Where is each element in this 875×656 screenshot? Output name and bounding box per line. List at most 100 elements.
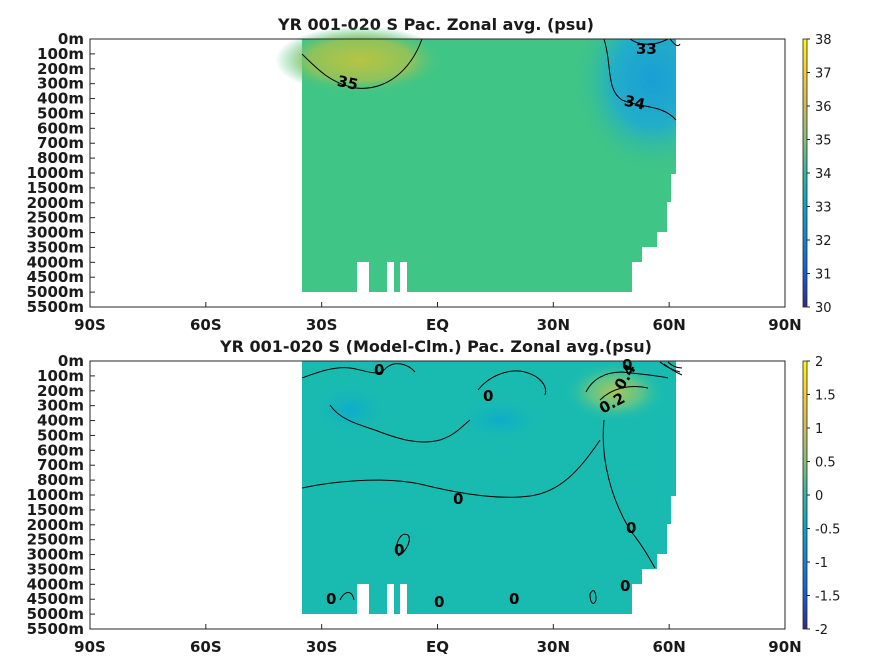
panel-2-seafloor-gap-3: [400, 584, 407, 615]
panel-2-ocean-area: [302, 361, 676, 614]
panel-2-contour-label-5: 0: [626, 519, 636, 537]
panel-2-colorbar-tick-label: -2: [815, 623, 828, 638]
panel-2-colorbar-tick-label: 0.5: [815, 456, 836, 471]
panel-1-y-tick-label: 500m: [37, 104, 84, 122]
panel-1-colorbar-tick-label: 35: [815, 134, 832, 149]
panel-2-colorbar: [802, 360, 808, 630]
panel-2-y-tick-label: 800m: [37, 471, 84, 489]
panel-2-x-tick-label: 60S: [190, 638, 222, 656]
panel-1-field: [275, 26, 676, 293]
panel-1-seafloor-gap-3: [400, 262, 407, 293]
panel-1-colorbar-tick-label: 33: [815, 201, 832, 216]
panel-1-y-tick-label: 0m: [58, 30, 84, 48]
panel-1: YR 001-020 S Pac. Zonal avg. (psu) 35 34…: [27, 15, 832, 334]
panel-2-contour-a: [301, 363, 416, 379]
panel-2-y-tick-label: 400m: [37, 412, 84, 430]
panel-1-y-tick-label: 5500m: [27, 298, 84, 316]
panel-1-y-tick-label: 3000m: [27, 224, 84, 242]
panel-1-y-tick-label: 4000m: [27, 253, 84, 271]
panel-2-colorbar-tick-label: 0: [815, 489, 823, 504]
panel-1-high-salinity-core: [275, 26, 445, 94]
panel-1-y-tick-label: 200m: [37, 60, 84, 78]
panel-2-y-tick-label: 5000m: [27, 605, 84, 623]
panel-2-contour-label-7: 0: [326, 590, 336, 608]
panel-2-contour-b: [329, 404, 471, 443]
panel-2-y-tick-label: 2500m: [27, 531, 84, 549]
panel-2-y-tick-label: 3500m: [27, 560, 84, 578]
panel-2-seafloor-gap-2: [387, 584, 394, 615]
panel-2-contour-m: [339, 592, 355, 601]
panel-2-contour-e: [395, 533, 410, 557]
panel-1-y-tick-label: 100m: [37, 45, 84, 63]
panel-2-colorbar-tick-label: -1: [815, 556, 828, 571]
panel-1-contour-34: [603, 38, 677, 121]
panel-1-contour-label-33: 33: [636, 40, 657, 58]
panel-1-colorbar-tick-label: 37: [815, 67, 832, 82]
panel-2-contour-label-8: 0: [434, 593, 444, 611]
panel-1-colorbar-tick-label: 36: [815, 100, 832, 115]
panel-1-contour-32: [669, 38, 681, 47]
panel-1-colorbar-tick-label: 30: [815, 301, 832, 316]
panel-2-x-tick-label: 60N: [652, 638, 685, 656]
panel-1-x-tick-label: 60N: [652, 316, 685, 334]
panel-2-contour-label-4: 0: [394, 541, 404, 559]
panel-2-contour-label-6: 0: [620, 577, 630, 595]
panel-2-positive-anomaly: [563, 362, 667, 422]
panel-2-y-tick-label: 4500m: [27, 590, 84, 608]
panel-1-seafloor-gap-1: [357, 262, 369, 293]
panel-2: YR 001-020 S (Model-Clm.) Pac. Zonal avg…: [27, 337, 841, 656]
panel-2-x-ticks: 90S 60S 30S EQ 30N 60N 90N: [74, 624, 802, 656]
panel-2-y-tick-label: 1000m: [27, 486, 84, 504]
panel-1-y-tick-label: 700m: [37, 134, 84, 152]
panel-2-colorbar-tick-label: 1: [815, 422, 823, 437]
panel-2-y-tick-label: 3000m: [27, 546, 84, 564]
panel-2-y-tick-label: 200m: [37, 382, 84, 400]
panel-1-x-tick-label: 30S: [306, 316, 338, 334]
panel-1-y-tick-label: 1500m: [27, 179, 84, 197]
panel-2-contour-c: [477, 370, 547, 396]
panel-2-contour-label-3: 0: [453, 490, 463, 508]
panel-2-y-tick-label: 300m: [37, 397, 84, 415]
panel-1-x-tick-label: 90S: [74, 316, 106, 334]
panel-1-x-tick-label: 30N: [537, 316, 570, 334]
panel-1-y-ticks: 0m100m200m300m400m500m600m700m800m1000m1…: [27, 30, 95, 316]
panel-2-negative-anomaly-2: [450, 396, 550, 444]
panel-2-contour-f: [602, 419, 656, 569]
panel-1-colorbar: [802, 38, 808, 308]
panel-1-y-tick-label: 600m: [37, 119, 84, 137]
panel-2-y-ticks: 0m100m200m300m400m500m600m700m800m1000m1…: [27, 352, 95, 638]
panel-2-contour-h: [599, 386, 649, 401]
panel-2-contour-k: [667, 361, 683, 369]
panel-1-colorbar-tick-label: 32: [815, 234, 832, 249]
panel-2-y-tick-label: 4000m: [27, 575, 84, 593]
panel-2-colorbar-tick-label: 1.5: [815, 389, 836, 404]
panel-1-y-tick-label: 1000m: [27, 164, 84, 182]
panel-1-colorbar-tick-label: 38: [815, 33, 832, 48]
panel-1-y-tick-label: 3500m: [27, 238, 84, 256]
panel-1-colorbar-tick-label: 34: [815, 167, 832, 182]
panel-2-y-tick-label: 700m: [37, 456, 84, 474]
panel-1-y-tick-label: 5000m: [27, 283, 84, 301]
panel-1-y-tick-label: 800m: [37, 149, 84, 167]
panel-1-colorbar-tick-label: 31: [815, 268, 832, 283]
panel-2-y-tick-label: 500m: [37, 426, 84, 444]
panel-2-y-tick-label: 5500m: [27, 620, 84, 638]
panel-1-colorbar-ticks: 30 31 32 33 34 35 36 37 38: [807, 33, 832, 316]
panel-1-x-tick-label: EQ: [426, 316, 449, 334]
panel-2-colorbar-ticks: -2 -1.5 -1 -0.5 0 0.5 1 1.5 2: [807, 355, 840, 638]
panel-1-y-tick-label: 2000m: [27, 194, 84, 212]
panel-1-contour-label-34: 34: [623, 92, 647, 114]
panel-2-contour-label-9: 0: [509, 590, 519, 608]
panel-2-y-tick-label: 2000m: [27, 516, 84, 534]
panel-2-x-tick-label: EQ: [426, 638, 449, 656]
panel-1-x-tick-label: 60S: [190, 316, 222, 334]
panel-2-title: YR 001-020 S (Model-Clm.) Pac. Zonal avg…: [219, 337, 652, 356]
panel-2-contour-label-1: 0: [374, 361, 384, 379]
panel-2-contour-l: [589, 590, 597, 604]
panel-2-contour-g: [585, 371, 669, 393]
panel-2-contour-label-12: 0: [622, 356, 632, 374]
panel-1-x-ticks: 90S 60S 30S EQ 30N 60N 90N: [74, 302, 802, 334]
panel-1-y-tick-label: 2500m: [27, 209, 84, 227]
panel-2-x-tick-label: 30N: [537, 638, 570, 656]
